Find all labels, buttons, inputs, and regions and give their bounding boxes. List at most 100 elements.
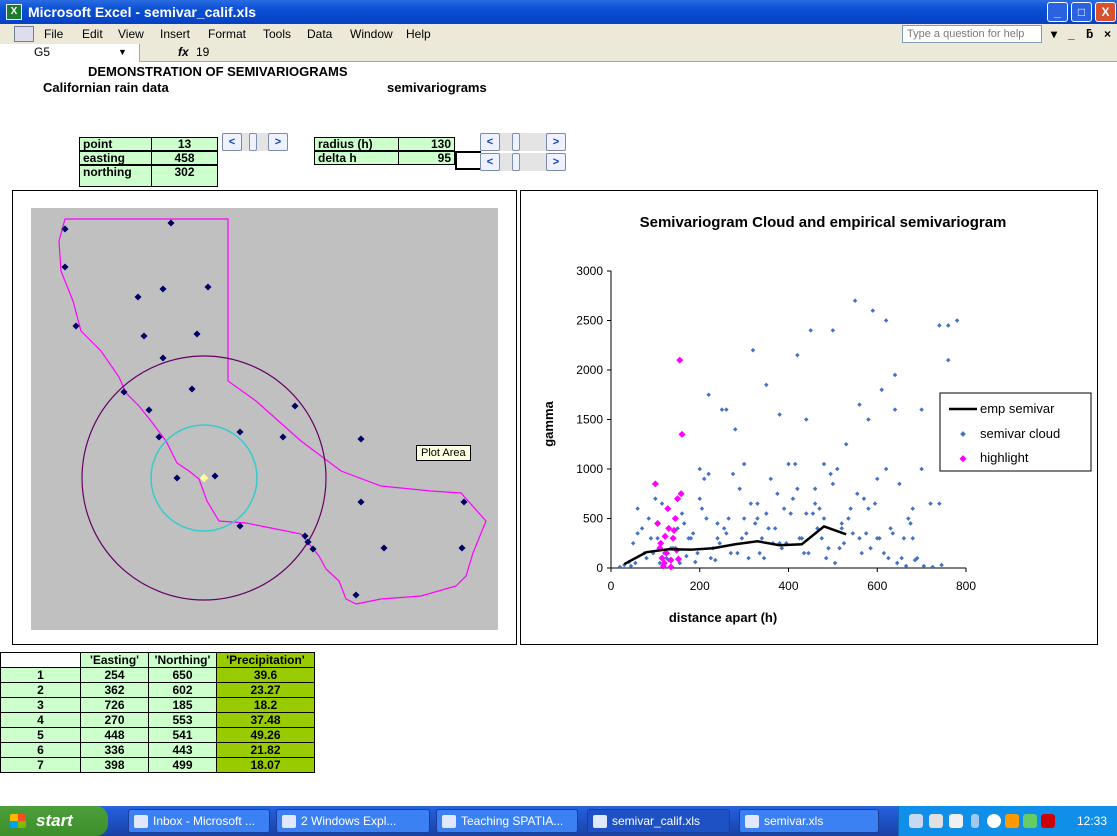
point-scrollbar[interactable]: < >: [222, 133, 288, 151]
point-scroll-thumb[interactable]: [249, 133, 257, 151]
formula-input[interactable]: 19: [196, 45, 210, 59]
table-cell[interactable]: 6: [0, 742, 81, 758]
table-cell[interactable]: 185: [148, 697, 217, 713]
tray-info-icon[interactable]: [971, 814, 979, 828]
table-cell[interactable]: 650: [148, 667, 217, 683]
table-cell[interactable]: 602: [148, 682, 217, 698]
map-plot-area[interactable]: [31, 208, 498, 630]
menu-window[interactable]: Window: [350, 27, 393, 41]
radius-scroll-left-button[interactable]: <: [480, 133, 500, 151]
tray-clock-app-icon[interactable]: [1005, 814, 1019, 828]
menu-format[interactable]: Format: [208, 27, 247, 41]
table-cell[interactable]: 726: [80, 697, 149, 713]
doc-minimize-button[interactable]: _: [1068, 27, 1075, 41]
name-box[interactable]: G5 ▼: [0, 44, 140, 62]
x-axis-label: distance apart (h): [669, 610, 777, 625]
cloud-point: [764, 511, 769, 516]
value-point[interactable]: 13: [151, 137, 218, 151]
menu-insert[interactable]: Insert: [160, 27, 191, 41]
tray-tool-icon[interactable]: [909, 814, 923, 828]
point-scroll-left-button[interactable]: <: [222, 133, 242, 151]
table-cell[interactable]: 7: [0, 757, 81, 773]
delta-scroll-left-button[interactable]: <: [480, 153, 500, 171]
delta-scroll-right-button[interactable]: >: [546, 153, 566, 171]
start-button[interactable]: start: [0, 806, 108, 836]
table-header-cell[interactable]: [0, 652, 81, 668]
menu-edit[interactable]: Edit: [82, 27, 103, 41]
tray-help-icon[interactable]: [949, 814, 963, 828]
value-northing[interactable]: 302: [151, 165, 218, 187]
table-cell[interactable]: 18.2: [216, 697, 315, 713]
table-cell[interactable]: 362: [80, 682, 149, 698]
doc-restore-button[interactable]: ƃ: [1086, 27, 1094, 41]
table-cell[interactable]: 336: [80, 742, 149, 758]
tray-monitor-icon[interactable]: [1023, 814, 1037, 828]
table-cell[interactable]: 270: [80, 712, 149, 728]
menu-view[interactable]: View: [118, 27, 144, 41]
legend-semivar-cloud: semivar cloud: [980, 426, 1060, 441]
tray-antivirus-icon[interactable]: [1041, 814, 1055, 828]
excel-task-icon: [593, 815, 607, 828]
highlight-point: [657, 539, 665, 547]
minimize-button[interactable]: _: [1047, 2, 1068, 22]
table-cell[interactable]: 541: [148, 727, 217, 743]
semivariogram-chart[interactable]: Semivariogram Cloud and empirical semiva…: [520, 190, 1098, 645]
menu-help[interactable]: Help: [406, 27, 431, 41]
point-scroll-right-button[interactable]: >: [268, 133, 288, 151]
table-cell[interactable]: 1: [0, 667, 81, 683]
table-cell[interactable]: 3: [0, 697, 81, 713]
close-button[interactable]: X: [1095, 2, 1116, 22]
menu-data[interactable]: Data: [307, 27, 333, 41]
value-easting[interactable]: 458: [151, 151, 218, 165]
cloud-point: [717, 540, 722, 546]
table-cell[interactable]: 39.6: [216, 667, 315, 683]
table-header-cell[interactable]: 'Northing': [148, 652, 217, 668]
value-delta-h[interactable]: 95: [398, 151, 455, 165]
task-inbox[interactable]: Inbox - Microsoft ...: [128, 809, 270, 833]
table-cell[interactable]: 23.27: [216, 682, 315, 698]
value-radius[interactable]: 130: [398, 137, 455, 151]
table-cell[interactable]: 553: [148, 712, 217, 728]
menu-tools[interactable]: Tools: [263, 27, 292, 41]
table-cell[interactable]: 5: [0, 727, 81, 743]
table-cell[interactable]: 18.07: [216, 757, 315, 773]
cloud-point: [837, 545, 842, 551]
delta-scrollbar[interactable]: < >: [480, 153, 566, 171]
table-cell[interactable]: 21.82: [216, 742, 315, 758]
radius-scroll-thumb[interactable]: [512, 133, 520, 151]
table-cell[interactable]: 443: [148, 742, 217, 758]
radius-scroll-right-button[interactable]: >: [546, 133, 566, 151]
station-point: [72, 322, 80, 330]
name-box-dropdown-icon[interactable]: ▼: [118, 47, 127, 57]
task-semivar-calif[interactable]: semivar_calif.xls: [587, 809, 730, 833]
task-teaching[interactable]: Teaching SPATIA...: [436, 809, 578, 833]
doc-close-button[interactable]: ×: [1104, 27, 1112, 41]
map-chart[interactable]: Plot Area: [12, 190, 517, 645]
cloud-point: [646, 516, 651, 521]
cloud-point: [954, 318, 960, 323]
cloud-point: [919, 466, 924, 472]
maximize-button[interactable]: □: [1071, 2, 1092, 22]
chart-legend[interactable]: emp semivar semivar cloud highlight: [939, 392, 1092, 472]
table-cell[interactable]: 398: [80, 757, 149, 773]
menu-file[interactable]: File: [44, 27, 64, 41]
task-semivar[interactable]: semivar.xls: [739, 809, 879, 833]
radius-scrollbar[interactable]: < >: [480, 133, 566, 151]
table-cell[interactable]: 37.48: [216, 712, 315, 728]
help-search-input[interactable]: Type a question for help: [902, 25, 1042, 43]
delta-scroll-thumb[interactable]: [512, 153, 520, 171]
document-icon[interactable]: [14, 26, 34, 42]
table-cell[interactable]: 2: [0, 682, 81, 698]
table-header-cell[interactable]: 'Easting': [80, 652, 149, 668]
table-cell[interactable]: 4: [0, 712, 81, 728]
table-cell[interactable]: 448: [80, 727, 149, 743]
help-dropdown-icon[interactable]: ▾: [1051, 27, 1058, 41]
table-cell[interactable]: 499: [148, 757, 217, 773]
tray-arrow-icon[interactable]: [987, 814, 1001, 828]
tray-network-icon[interactable]: [929, 814, 943, 828]
table-cell[interactable]: 49.26: [216, 727, 315, 743]
task-explorer[interactable]: 2 Windows Expl...: [276, 809, 430, 833]
table-cell[interactable]: 254: [80, 667, 149, 683]
fx-icon[interactable]: fx: [178, 45, 189, 59]
table-header-cell[interactable]: 'Precipitation': [216, 652, 315, 668]
